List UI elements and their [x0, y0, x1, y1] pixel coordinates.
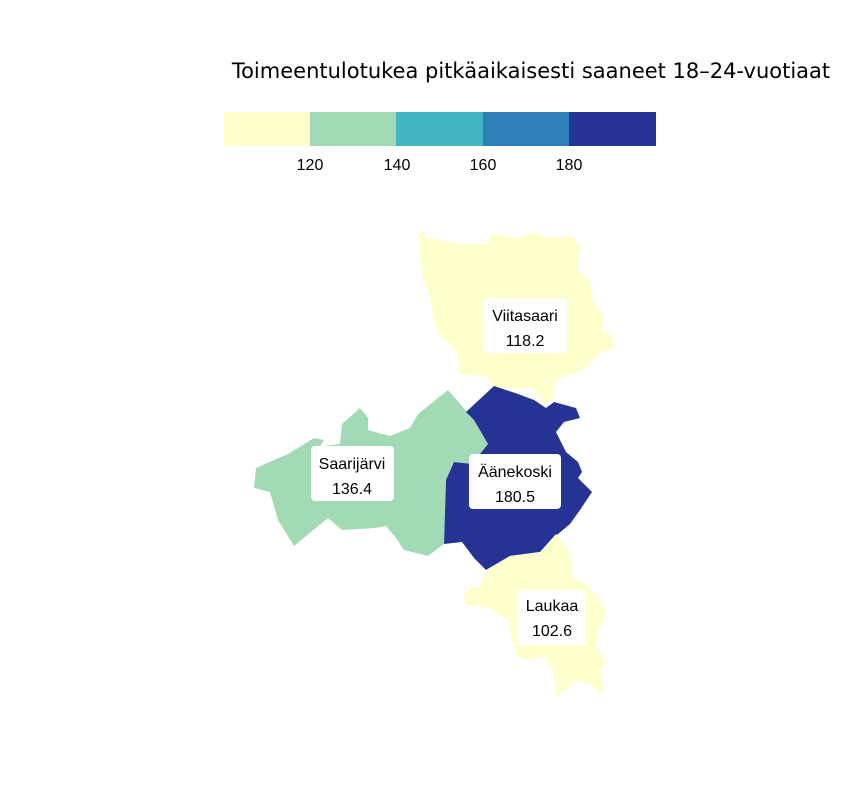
legend-tick-160: 160 [470, 157, 497, 174]
legend-swatch-2 [310, 112, 397, 146]
legend-swatch-3 [396, 112, 483, 146]
region-value-viitasaari: 118.2 [506, 333, 545, 350]
region-value-laukaa: 102.6 [532, 623, 572, 640]
region-name-viitasaari: Viitasaari [492, 308, 558, 325]
label-laukaa: Laukaa 102.6 [517, 590, 586, 645]
region-name-saarijarvi: Saarijärvi [319, 456, 386, 473]
legend-swatch-4 [483, 112, 570, 146]
label-viitasaari: Viitasaari 118.2 [483, 298, 567, 353]
region-value-aanekoski: 180.5 [495, 489, 535, 506]
legend-swatch-5 [569, 112, 656, 146]
label-box-viitasaari [483, 298, 567, 353]
label-saarijarvi: Saarijärvi 136.4 [311, 446, 394, 501]
label-box-laukaa [517, 590, 586, 645]
legend-tick-120: 120 [297, 157, 324, 174]
color-legend: 120 140 160 180 [224, 112, 656, 174]
region-value-saarijarvi: 136.4 [332, 481, 372, 498]
legend-swatch-1 [224, 112, 311, 146]
region-labels: Viitasaari 118.2 Saarijärvi 136.4 Ääneko… [311, 298, 586, 645]
region-name-laukaa: Laukaa [526, 598, 579, 615]
region-name-aanekoski: Äänekoski [478, 463, 552, 481]
label-box-saarijarvi [311, 446, 394, 501]
label-box-aanekoski [469, 454, 561, 509]
map-title: Toimeentulotukea pitkäaikaisesti saaneet… [231, 59, 830, 83]
label-aanekoski: Äänekoski 180.5 [469, 454, 561, 509]
legend-tick-180: 180 [556, 157, 583, 174]
legend-tick-140: 140 [384, 157, 411, 174]
